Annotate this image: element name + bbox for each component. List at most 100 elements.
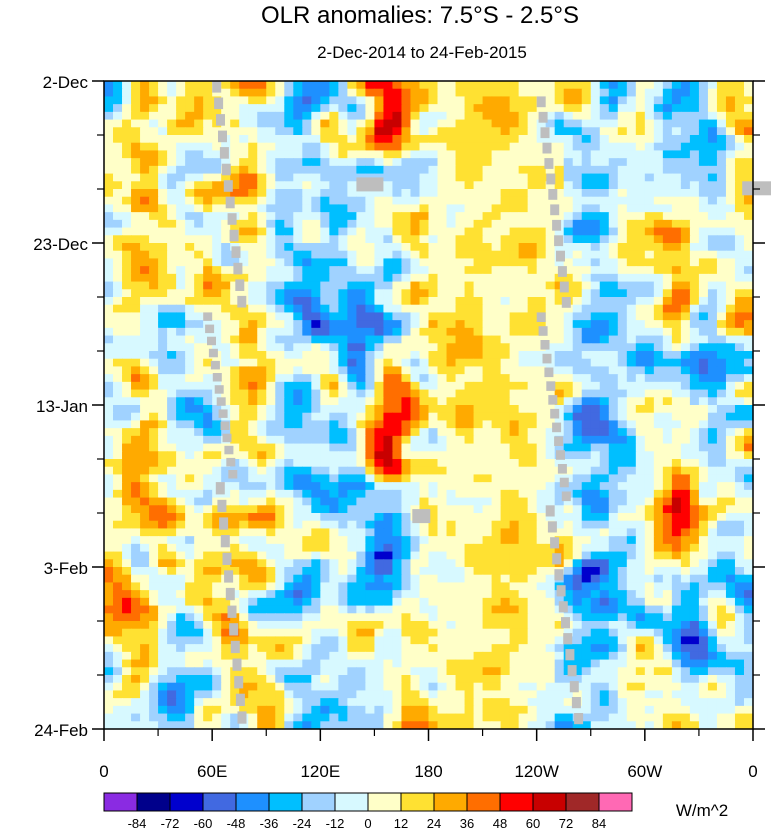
heatmap-cell (680, 513, 691, 522)
heatmap-cell (554, 374, 565, 383)
heatmap-cell (158, 320, 168, 329)
heatmap-cell (599, 335, 610, 344)
heatmap-cell (203, 281, 213, 290)
heatmap-cell (428, 605, 439, 614)
heatmap-cell (491, 420, 502, 429)
heatmap-cell (149, 497, 159, 506)
heatmap-cell (653, 119, 664, 128)
heatmap-cell (671, 374, 682, 383)
heatmap-cell (653, 597, 664, 607)
heatmap-cell (707, 420, 718, 429)
heatmap-cell (635, 158, 646, 167)
heatmap-cell (617, 543, 628, 553)
heatmap-cell (149, 513, 159, 522)
heatmap-cell (257, 466, 267, 476)
heatmap-cell (347, 127, 357, 136)
heatmap-cell (671, 266, 682, 275)
heatmap-cell (536, 528, 547, 537)
heatmap-cell (473, 335, 484, 344)
heatmap-cell (725, 567, 736, 576)
heatmap-cell (329, 320, 339, 329)
heatmap-cell (689, 165, 700, 175)
heatmap-cell (428, 235, 439, 244)
heatmap-cell (653, 88, 664, 98)
heatmap-cell (491, 513, 502, 522)
heatmap-cell (239, 497, 249, 506)
heatmap-cell (185, 119, 195, 128)
heatmap-cell (167, 351, 177, 360)
heatmap-cell (680, 497, 691, 506)
heatmap-cell (617, 489, 628, 499)
heatmap-cell (446, 289, 457, 298)
heatmap-cell (491, 466, 502, 476)
heatmap-cell (293, 389, 303, 398)
heatmap-cell (158, 81, 168, 90)
heatmap-cell (500, 443, 511, 452)
heatmap-cell (482, 327, 493, 337)
heatmap-cell (680, 574, 691, 584)
heatmap-cell (266, 551, 276, 560)
heatmap-cell (140, 597, 150, 607)
heatmap-cell (500, 196, 511, 206)
heatmap-cell (230, 397, 240, 406)
heatmap-cell (734, 497, 745, 506)
heatmap-cell (401, 397, 412, 406)
heatmap-cell (266, 451, 276, 460)
heatmap-cell (302, 466, 312, 476)
heatmap-cell (392, 466, 403, 476)
heatmap-cell (446, 381, 457, 391)
heatmap-cell (527, 428, 538, 437)
heatmap-cell (536, 435, 547, 445)
heatmap-cell (230, 189, 240, 198)
heatmap-cell (383, 443, 394, 452)
heatmap-cell (122, 204, 132, 213)
heatmap-cell (608, 297, 619, 306)
heatmap-cell (725, 597, 736, 607)
heatmap-cell (365, 381, 376, 391)
heatmap-cell (536, 536, 547, 545)
heatmap-cell (527, 405, 538, 414)
heatmap-cell (554, 289, 565, 298)
heatmap-cell (680, 327, 691, 337)
heatmap-cell (176, 250, 186, 260)
heatmap-cell (302, 520, 312, 530)
heatmap-cell (419, 88, 430, 98)
heatmap-cell (113, 613, 123, 622)
heatmap-cell (455, 219, 466, 229)
heatmap-cell (302, 196, 312, 206)
heatmap-cell (590, 335, 601, 344)
heatmap-cell (113, 173, 123, 182)
heatmap-cell (356, 351, 366, 360)
heatmap-cell (239, 567, 249, 576)
heatmap-cell (698, 142, 709, 152)
heatmap-cell (689, 96, 700, 105)
heatmap-cell (104, 520, 114, 530)
heatmap-cell (329, 243, 339, 252)
heatmap-cell (356, 412, 366, 422)
heatmap-cell (104, 420, 114, 429)
heatmap-cell (266, 304, 276, 314)
heatmap-cell (464, 81, 475, 90)
heatmap-cell (248, 543, 258, 553)
heatmap-cell (680, 266, 691, 275)
heatmap-cell (473, 451, 484, 460)
heatmap-cell (536, 489, 547, 499)
heatmap-cell (176, 289, 186, 298)
heatmap-cell (275, 258, 285, 267)
heatmap-cell (635, 304, 646, 314)
heatmap-cell (716, 528, 727, 537)
heatmap-cell (599, 327, 610, 337)
heatmap-cell (662, 497, 673, 506)
heatmap-cell (410, 466, 421, 476)
heatmap-cell (167, 590, 177, 599)
heatmap-cell (482, 181, 493, 190)
heatmap-cell (671, 250, 682, 260)
heatmap-cell (365, 590, 376, 599)
heatmap-cell (356, 574, 366, 584)
heatmap-cell (293, 567, 303, 576)
heatmap-cell (302, 343, 312, 352)
heatmap-cell (491, 250, 502, 260)
heatmap-cell (176, 212, 186, 221)
heatmap-cell (374, 127, 385, 136)
heatmap-cell (347, 227, 357, 236)
